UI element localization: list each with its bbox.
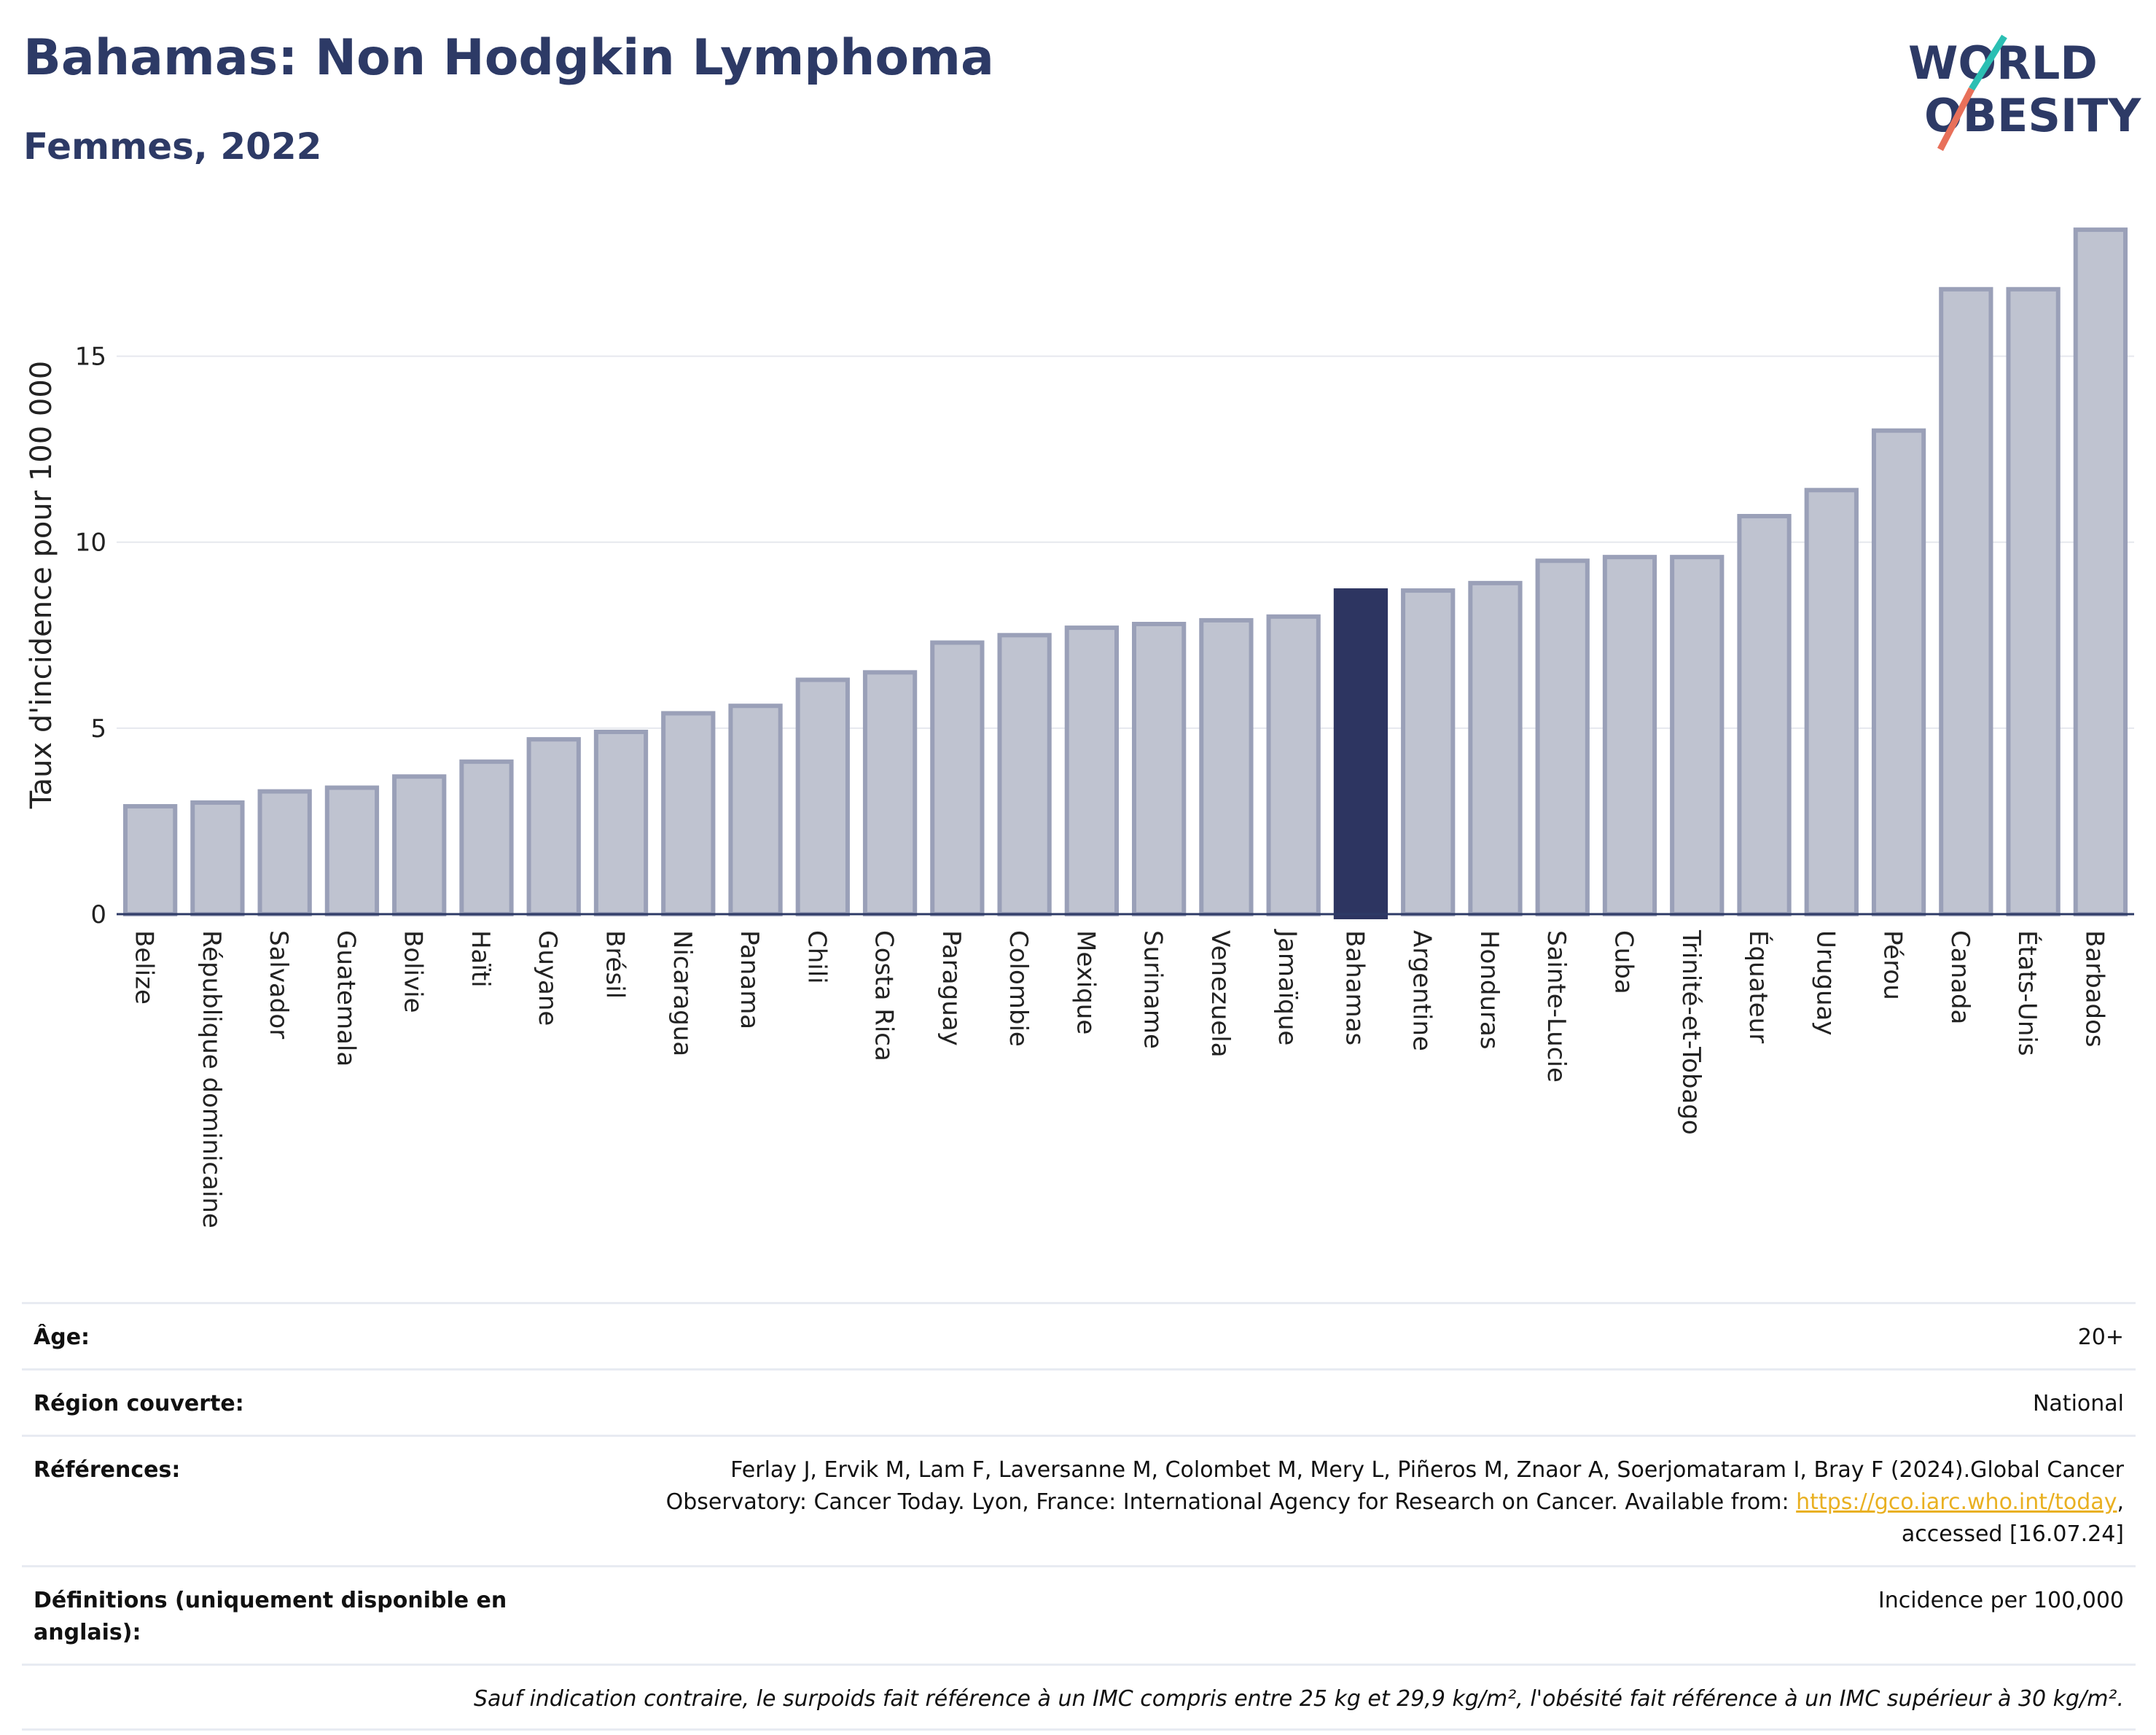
x-tick-label: Canada xyxy=(1945,930,1975,1024)
references-line3: accessed [16.07.24] xyxy=(1901,1521,2124,1547)
bar xyxy=(257,789,312,917)
bars xyxy=(122,227,2128,920)
x-tick-label: République dominicaine xyxy=(197,930,226,1228)
grid-lines xyxy=(117,355,2134,729)
bar xyxy=(930,640,985,916)
y-tick-labels: 0 5 10 15 xyxy=(75,343,106,929)
bar xyxy=(324,785,380,916)
bar xyxy=(190,800,245,917)
bar xyxy=(661,711,716,916)
bar xyxy=(2006,286,2061,916)
chart-title: Bahamas: Non Hodgkin Lymphoma xyxy=(23,29,994,87)
meta-row-definitions: Définitions (uniquement disponible en an… xyxy=(22,1565,2136,1664)
x-tick-label: Panama xyxy=(735,930,764,1029)
bar xyxy=(1064,625,1120,917)
x-tick-labels: Belize République dominicaine Salvador Guat… xyxy=(130,929,2109,1228)
logo-slash-coral xyxy=(1937,87,1975,152)
x-tick-label: Suriname xyxy=(1138,930,1168,1049)
world-obesity-logo: WORLD OBESITY xyxy=(1908,34,2141,152)
x-tick-label: Uruguay xyxy=(1811,930,1840,1036)
metadata-table: Âge: 20+ Région couverte: National Référ… xyxy=(22,1302,2136,1731)
x-tick-label: Bolivie xyxy=(399,930,428,1013)
references-line1: Ferlay J, Ervik M, Lam F, Laversanne M, … xyxy=(730,1457,2124,1483)
x-tick-label: Brésil xyxy=(601,930,630,999)
bar xyxy=(2073,227,2128,916)
x-tick-label: Mexique xyxy=(1071,930,1100,1034)
region-label: Région couverte: xyxy=(34,1391,244,1416)
bar xyxy=(593,729,649,917)
x-tick-label: Sainte-Lucie xyxy=(1542,930,1571,1083)
bar-chart: 0 5 10 15 Belize République dominicaine Salva… xyxy=(25,227,2134,1228)
region-value: National xyxy=(2032,1391,2124,1416)
x-tick-label: Bahamas xyxy=(1340,930,1369,1045)
bar xyxy=(1737,514,1792,916)
y-tick-label: 15 xyxy=(75,343,106,372)
definitions-value: Incidence per 100,000 xyxy=(1878,1588,2124,1613)
y-tick-label: 0 xyxy=(90,900,106,929)
x-tick-label: Équateur xyxy=(1743,930,1773,1043)
bar xyxy=(1199,617,1254,916)
y-tick-label: 10 xyxy=(75,529,106,558)
bar xyxy=(1670,555,1725,917)
references-comma: , xyxy=(2117,1489,2124,1515)
x-tick-label: Trinité-et-Tobago xyxy=(1676,929,1706,1135)
bar xyxy=(1131,621,1187,916)
meta-row-references: Références: Ferlay J, Ervik M, Lam F, La… xyxy=(22,1435,2136,1565)
x-tick-label: Argentine xyxy=(1407,930,1437,1051)
y-axis-label: Taux d'incidence pour 100 000 xyxy=(25,361,58,809)
chart-subtitle: Femmes, 2022 xyxy=(23,125,322,168)
bar xyxy=(392,774,447,916)
references-text: Ferlay J, Ervik M, Lam F, Laversanne M, … xyxy=(558,1454,2136,1551)
x-tick-label: Salvador xyxy=(264,930,293,1039)
footnote: Sauf indication contraire, le surpoids f… xyxy=(473,1686,2124,1712)
logo-slash-teal xyxy=(1969,34,2007,91)
references-line2: Observatory: Cancer Today. Lyon, France:… xyxy=(665,1489,1797,1515)
x-tick-label: Paraguay xyxy=(937,930,966,1046)
x-tick-label: États-Unis xyxy=(2012,930,2042,1056)
bar xyxy=(1266,614,1321,917)
bar-highlighted xyxy=(1333,588,1388,920)
x-tick-label: Pérou xyxy=(1878,930,1907,1000)
x-tick-label: Chili xyxy=(802,930,831,984)
x-tick-label: Jamaïque xyxy=(1273,929,1302,1045)
bar xyxy=(1871,428,1926,916)
x-tick-label: Guyane xyxy=(533,930,562,1026)
bar xyxy=(1939,286,1993,916)
bar xyxy=(997,633,1052,916)
x-tick-label: Cuba xyxy=(1609,930,1639,994)
bar xyxy=(795,677,850,916)
bar xyxy=(526,737,581,916)
logo-line1: WORLD xyxy=(1908,36,2098,90)
x-tick-label: Venezuela xyxy=(1206,930,1235,1058)
x-tick-label: Honduras xyxy=(1475,930,1504,1050)
bar xyxy=(862,670,918,917)
x-tick-label: Guatemala xyxy=(331,930,360,1067)
x-tick-label: Belize xyxy=(130,930,159,1005)
meta-row-age: Âge: 20+ xyxy=(22,1302,2136,1368)
references-label: Références: xyxy=(34,1457,181,1483)
meta-row-region: Région couverte: National xyxy=(22,1368,2136,1435)
x-tick-label: Costa Rica xyxy=(870,930,899,1061)
meta-row-footnote: Sauf indication contraire, le surpoids f… xyxy=(22,1664,2136,1731)
bar xyxy=(728,703,783,916)
age-value: 20+ xyxy=(2077,1325,2124,1350)
y-tick-label: 5 xyxy=(90,714,106,744)
bar xyxy=(1468,580,1523,916)
x-tick-label: Colombie xyxy=(1004,930,1033,1047)
x-tick-label: Haïti xyxy=(466,930,495,988)
x-tick-label: Nicaragua xyxy=(668,930,697,1056)
x-tick-label: Barbados xyxy=(2079,930,2109,1048)
definitions-label: Définitions (uniquement disponible en an… xyxy=(34,1588,507,1645)
bar xyxy=(459,759,514,916)
bar xyxy=(122,804,178,916)
bar xyxy=(1535,558,1590,916)
bar xyxy=(1804,488,1859,916)
bar xyxy=(1602,555,1657,917)
references-link[interactable]: https://gco.iarc.who.int/today xyxy=(1796,1489,2117,1515)
age-label: Âge: xyxy=(34,1325,90,1350)
bar xyxy=(1401,588,1456,917)
